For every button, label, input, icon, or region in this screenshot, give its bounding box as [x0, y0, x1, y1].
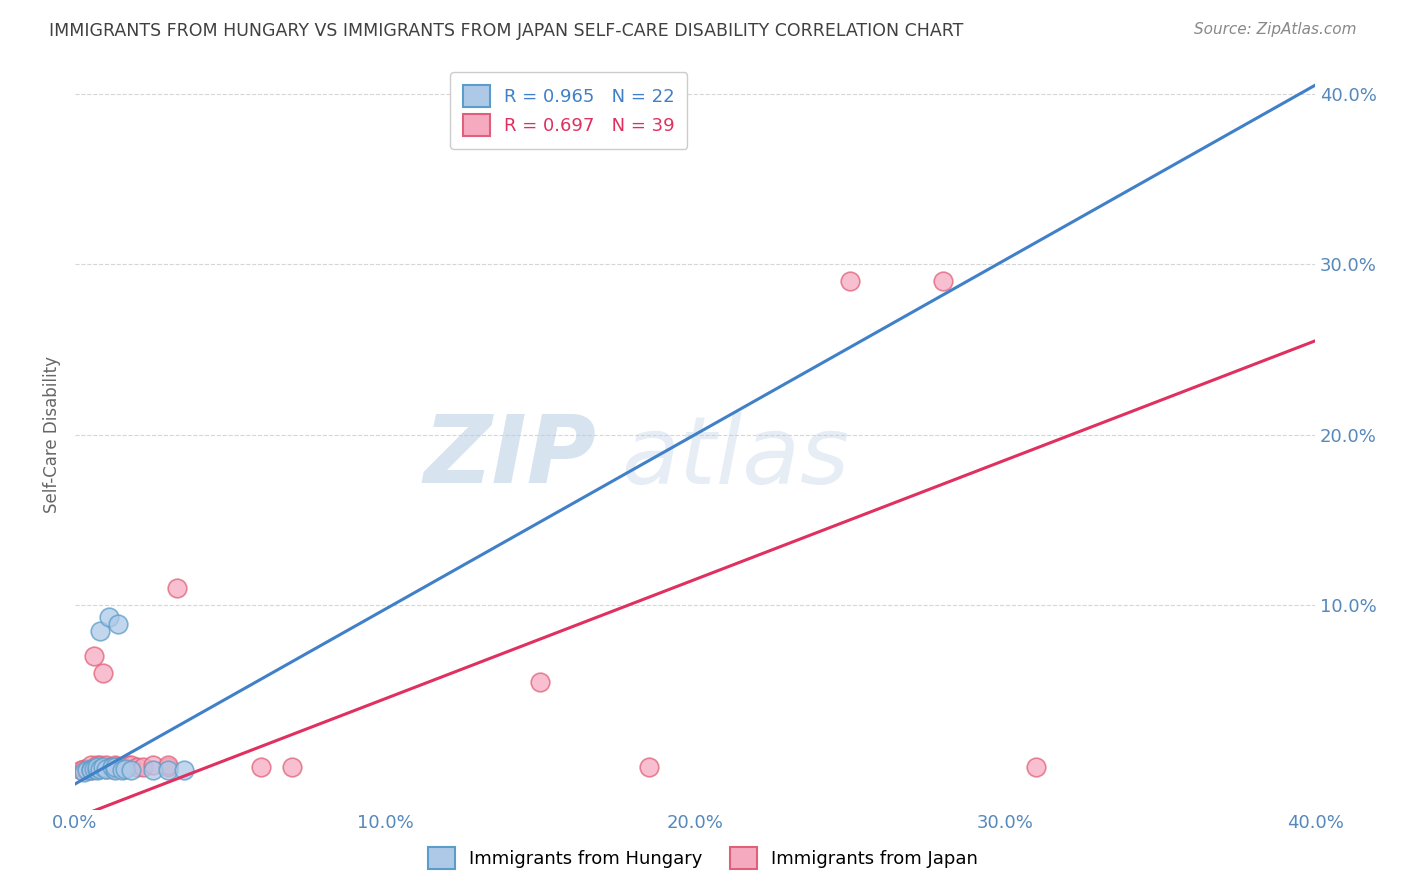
Text: ZIP: ZIP — [423, 411, 596, 503]
Point — [104, 758, 127, 772]
Legend: R = 0.965   N = 22, R = 0.697   N = 39: R = 0.965 N = 22, R = 0.697 N = 39 — [450, 72, 688, 149]
Point — [120, 764, 142, 778]
Point — [101, 762, 124, 776]
Point — [86, 758, 108, 772]
Text: atlas: atlas — [620, 411, 849, 502]
Point — [83, 649, 105, 664]
Point — [98, 760, 121, 774]
Point — [107, 760, 129, 774]
Point — [173, 764, 195, 778]
Point — [86, 760, 108, 774]
Point — [79, 764, 101, 778]
Point — [114, 762, 136, 776]
Point — [839, 274, 862, 288]
Point — [89, 762, 111, 776]
Point — [83, 762, 105, 776]
Point — [117, 758, 139, 772]
Point — [141, 758, 163, 772]
Point — [101, 760, 124, 774]
Point — [157, 764, 180, 778]
Point — [91, 666, 114, 681]
Point — [89, 758, 111, 772]
Point — [529, 674, 551, 689]
Point — [86, 760, 108, 774]
Point — [125, 760, 148, 774]
Point — [104, 764, 127, 778]
Point — [79, 758, 101, 772]
Point — [94, 762, 117, 776]
Y-axis label: Self-Care Disability: Self-Care Disability — [44, 356, 60, 513]
Point — [73, 765, 96, 780]
Point — [157, 758, 180, 772]
Point — [107, 616, 129, 631]
Point — [157, 760, 180, 774]
Point — [86, 764, 108, 778]
Point — [101, 760, 124, 774]
Point — [86, 762, 108, 776]
Point — [79, 762, 101, 776]
Point — [132, 760, 155, 774]
Point — [637, 760, 659, 774]
Point — [114, 760, 136, 774]
Text: IMMIGRANTS FROM HUNGARY VS IMMIGRANTS FROM JAPAN SELF-CARE DISABILITY CORRELATIO: IMMIGRANTS FROM HUNGARY VS IMMIGRANTS FR… — [49, 22, 963, 40]
Point — [166, 581, 188, 595]
Point — [932, 274, 955, 288]
Point — [120, 758, 142, 772]
Point — [94, 762, 117, 776]
Point — [94, 758, 117, 772]
Point — [83, 762, 105, 776]
Point — [73, 762, 96, 776]
Point — [79, 764, 101, 778]
Point — [76, 762, 98, 776]
Point — [91, 760, 114, 774]
Point — [110, 764, 132, 778]
Point — [91, 760, 114, 774]
Point — [104, 760, 127, 774]
Point — [70, 764, 93, 778]
Point — [98, 610, 121, 624]
Text: Source: ZipAtlas.com: Source: ZipAtlas.com — [1194, 22, 1357, 37]
Point — [76, 764, 98, 778]
Point — [141, 764, 163, 778]
Point — [89, 624, 111, 638]
Point — [89, 760, 111, 774]
Point — [104, 760, 127, 774]
Point — [110, 760, 132, 774]
Point — [250, 760, 273, 774]
Point — [1025, 760, 1047, 774]
Legend: Immigrants from Hungary, Immigrants from Japan: Immigrants from Hungary, Immigrants from… — [419, 838, 987, 879]
Point — [281, 760, 304, 774]
